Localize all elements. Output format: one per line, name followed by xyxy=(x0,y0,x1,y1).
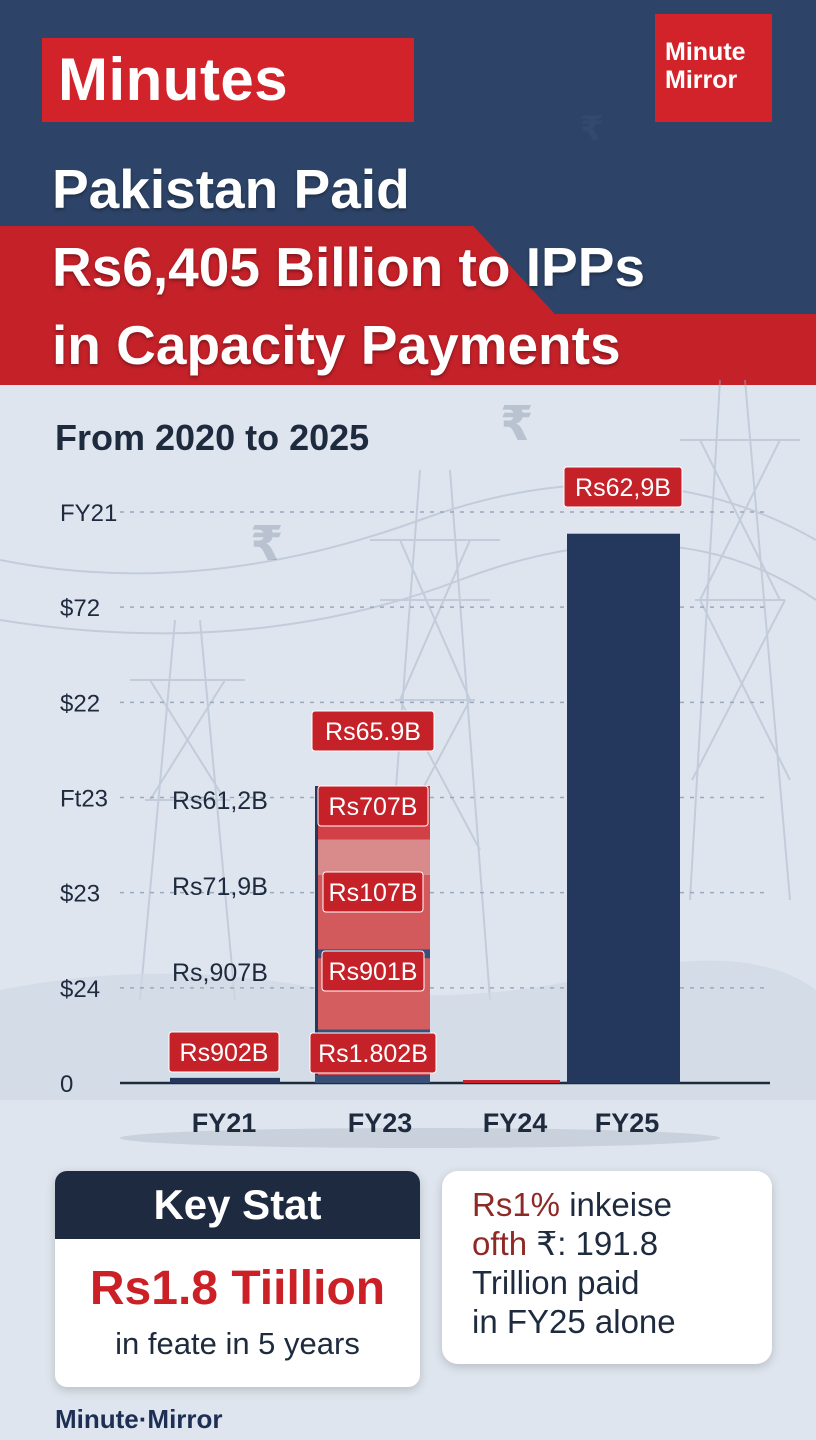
note-line-1-red: Rs1% xyxy=(472,1186,561,1223)
y-tick-label: FY21 xyxy=(60,500,117,527)
headline-line-3: in Capacity Payments xyxy=(52,314,621,376)
logo-line-2: Mirror xyxy=(665,66,738,94)
minutes-tag: Minutes xyxy=(42,38,414,122)
fy23-value-label: Rs107B xyxy=(329,879,418,907)
left-value-label: Rs,907B xyxy=(172,959,268,987)
note-line-1-rest: inkeise xyxy=(560,1186,672,1223)
key-stat-title: Key Stat xyxy=(55,1171,420,1239)
note-line-3: Trillion paid xyxy=(472,1264,640,1301)
note-line-4: in FY25 alone xyxy=(472,1303,676,1340)
chart-subtitle: From 2020 to 2025 xyxy=(55,417,370,458)
left-value-label: Rs71,9B xyxy=(172,873,268,901)
x-tick-label: FY25 xyxy=(595,1108,660,1138)
fy23-value-label: Rs1.802B xyxy=(318,1040,428,1068)
fy23-value-label-bg xyxy=(322,871,424,913)
logo-line-1: Minute xyxy=(665,38,746,66)
key-stat-value: Rs1.8 Tiillion xyxy=(89,1262,386,1315)
fy25-value-label-bg xyxy=(563,466,683,508)
footer-brand: Minute·Mirror xyxy=(55,1404,223,1434)
note-line-2-rest: ₹: 191.8 xyxy=(527,1225,659,1262)
y-tick-label: $22 xyxy=(60,690,100,717)
fy21-value-label-bg xyxy=(168,1031,280,1073)
y-tick-label: $23 xyxy=(60,881,100,908)
bar-fy25 xyxy=(567,533,680,1083)
note-line-2-red: ofth xyxy=(472,1225,528,1262)
left-value-label: Rs61,2B xyxy=(172,787,268,815)
axis-shadow xyxy=(120,1128,720,1148)
y-tick-label: $24 xyxy=(60,976,100,1003)
fy23-value-label-bg xyxy=(321,950,425,992)
fy23-value-label: Rs707B xyxy=(329,793,418,821)
y-tick-label: Ft23 xyxy=(60,786,108,813)
note-line-1: Rs1% inkeise xyxy=(472,1185,772,1224)
bar-fy24 xyxy=(463,1080,560,1083)
bar-fy21 xyxy=(170,1077,280,1083)
x-tick-label: FY21 xyxy=(192,1108,257,1138)
y-tick-label: $72 xyxy=(60,595,100,622)
capacity-payments-chart: 0 $24 $23 Ft23 $22 $72 FY21 Rs61,2B Rs71,9B Rs,9… xyxy=(60,466,770,1148)
fy23-value-label: Rs901B xyxy=(329,958,418,986)
headline: Pakistan Paid Rs6,405 Billion to IPPs in… xyxy=(52,150,812,384)
bar-edge xyxy=(315,786,318,1083)
bar-segment xyxy=(315,839,430,876)
headline-line-1: Pakistan Paid xyxy=(52,158,410,220)
x-tick-label: FY24 xyxy=(483,1108,548,1138)
minute-mirror-logo: Minute Mirror xyxy=(655,14,772,122)
key-stat-card: Key Stat Rs1.8 Tiillion in feate in 5 ye… xyxy=(55,1171,420,1387)
x-tick-label: FY23 xyxy=(348,1108,413,1138)
fy21-value-label: Rs902B xyxy=(180,1039,269,1067)
fy25-note-card: Rs1% inkeise ofth ₹: 191.8 Trillion paid… xyxy=(442,1171,772,1364)
fy25-value-label: Rs62,9B xyxy=(575,474,671,502)
fy23-value-label: Rs65.9B xyxy=(325,718,421,746)
fy23-value-label-bg xyxy=(311,710,435,752)
fy23-value-label-bg xyxy=(317,785,429,827)
bar-base xyxy=(315,1075,430,1083)
fy23-value-label-bg xyxy=(309,1032,437,1074)
headline-line-2: Rs6,405 Billion to IPPs xyxy=(52,236,645,298)
key-stat-note: in feate in 5 years xyxy=(115,1326,360,1361)
y-tick-label: 0 xyxy=(60,1071,73,1098)
note-line-2: ofth ₹: 191.8 xyxy=(472,1224,772,1263)
